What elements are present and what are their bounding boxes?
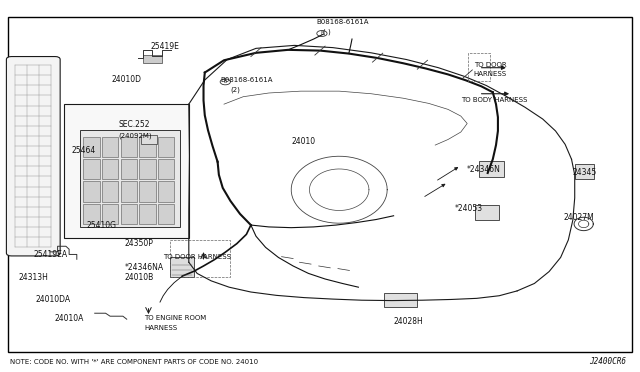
Text: 24313H: 24313H	[19, 273, 48, 282]
FancyBboxPatch shape	[6, 57, 60, 256]
Text: 25410G: 25410G	[86, 221, 116, 230]
Text: B: B	[223, 79, 227, 84]
Text: NOTE: CODE NO. WITH '*' ARE COMPONENT PARTS OF CODE NO. 24010: NOTE: CODE NO. WITH '*' ARE COMPONENT PA…	[10, 359, 258, 365]
Bar	[120, 203, 137, 224]
Bar	[158, 203, 175, 224]
Text: 24010DA: 24010DA	[35, 295, 70, 304]
Text: 24010A: 24010A	[54, 314, 84, 323]
Text: TO DOOR: TO DOOR	[474, 62, 506, 68]
Bar	[140, 203, 156, 224]
Bar	[158, 182, 175, 202]
Bar	[120, 182, 137, 202]
Bar	[140, 137, 156, 157]
Bar	[102, 203, 118, 224]
Text: *24346NA: *24346NA	[125, 263, 164, 272]
Bar	[158, 159, 175, 179]
Text: 24345: 24345	[573, 169, 597, 177]
Bar	[575, 164, 594, 179]
Text: ( ): ( )	[323, 28, 331, 35]
Bar	[64, 104, 189, 238]
Text: B08168-6161A: B08168-6161A	[221, 77, 273, 83]
Text: J2400CR6: J2400CR6	[589, 357, 626, 366]
Text: 25419E: 25419E	[150, 42, 179, 51]
Bar	[80, 131, 180, 227]
Bar	[384, 293, 417, 307]
Bar	[475, 205, 499, 220]
Bar	[102, 137, 118, 157]
Bar	[141, 135, 157, 144]
Text: B: B	[320, 31, 324, 36]
Bar	[83, 159, 100, 179]
Bar	[140, 159, 156, 179]
Bar	[140, 182, 156, 202]
Text: 24028H: 24028H	[394, 317, 423, 326]
Text: TO ENGINE ROOM: TO ENGINE ROOM	[144, 315, 206, 321]
Bar	[170, 240, 230, 277]
Bar	[102, 159, 118, 179]
Text: TO DOOR HARNESS: TO DOOR HARNESS	[163, 254, 231, 260]
Bar	[158, 137, 175, 157]
Text: B08168-6161A: B08168-6161A	[317, 19, 369, 25]
Bar	[170, 257, 194, 277]
Text: *24346N: *24346N	[467, 165, 501, 174]
Text: SEC.252: SEC.252	[118, 120, 150, 129]
Bar	[102, 182, 118, 202]
Text: 24027M: 24027M	[563, 213, 594, 222]
Bar	[143, 55, 162, 63]
Text: *24053: *24053	[454, 204, 483, 213]
Text: 24350P: 24350P	[125, 239, 154, 248]
Bar	[83, 182, 100, 202]
Circle shape	[220, 79, 230, 85]
Text: 25419EA: 25419EA	[33, 250, 67, 259]
Bar	[83, 203, 100, 224]
Bar	[120, 159, 137, 179]
Text: 25464: 25464	[72, 146, 96, 155]
Text: 24010B: 24010B	[125, 273, 154, 282]
Text: 24010: 24010	[291, 137, 316, 146]
Bar	[120, 137, 137, 157]
Text: (24092M): (24092M)	[118, 132, 152, 139]
Text: 24010D: 24010D	[112, 76, 142, 84]
Bar	[479, 161, 504, 177]
Text: (2): (2)	[230, 86, 240, 93]
Text: TO BODY HARNESS: TO BODY HARNESS	[461, 97, 527, 103]
Text: HARNESS: HARNESS	[474, 71, 507, 77]
Text: HARNESS: HARNESS	[144, 325, 177, 331]
Bar	[83, 137, 100, 157]
Circle shape	[317, 31, 327, 36]
